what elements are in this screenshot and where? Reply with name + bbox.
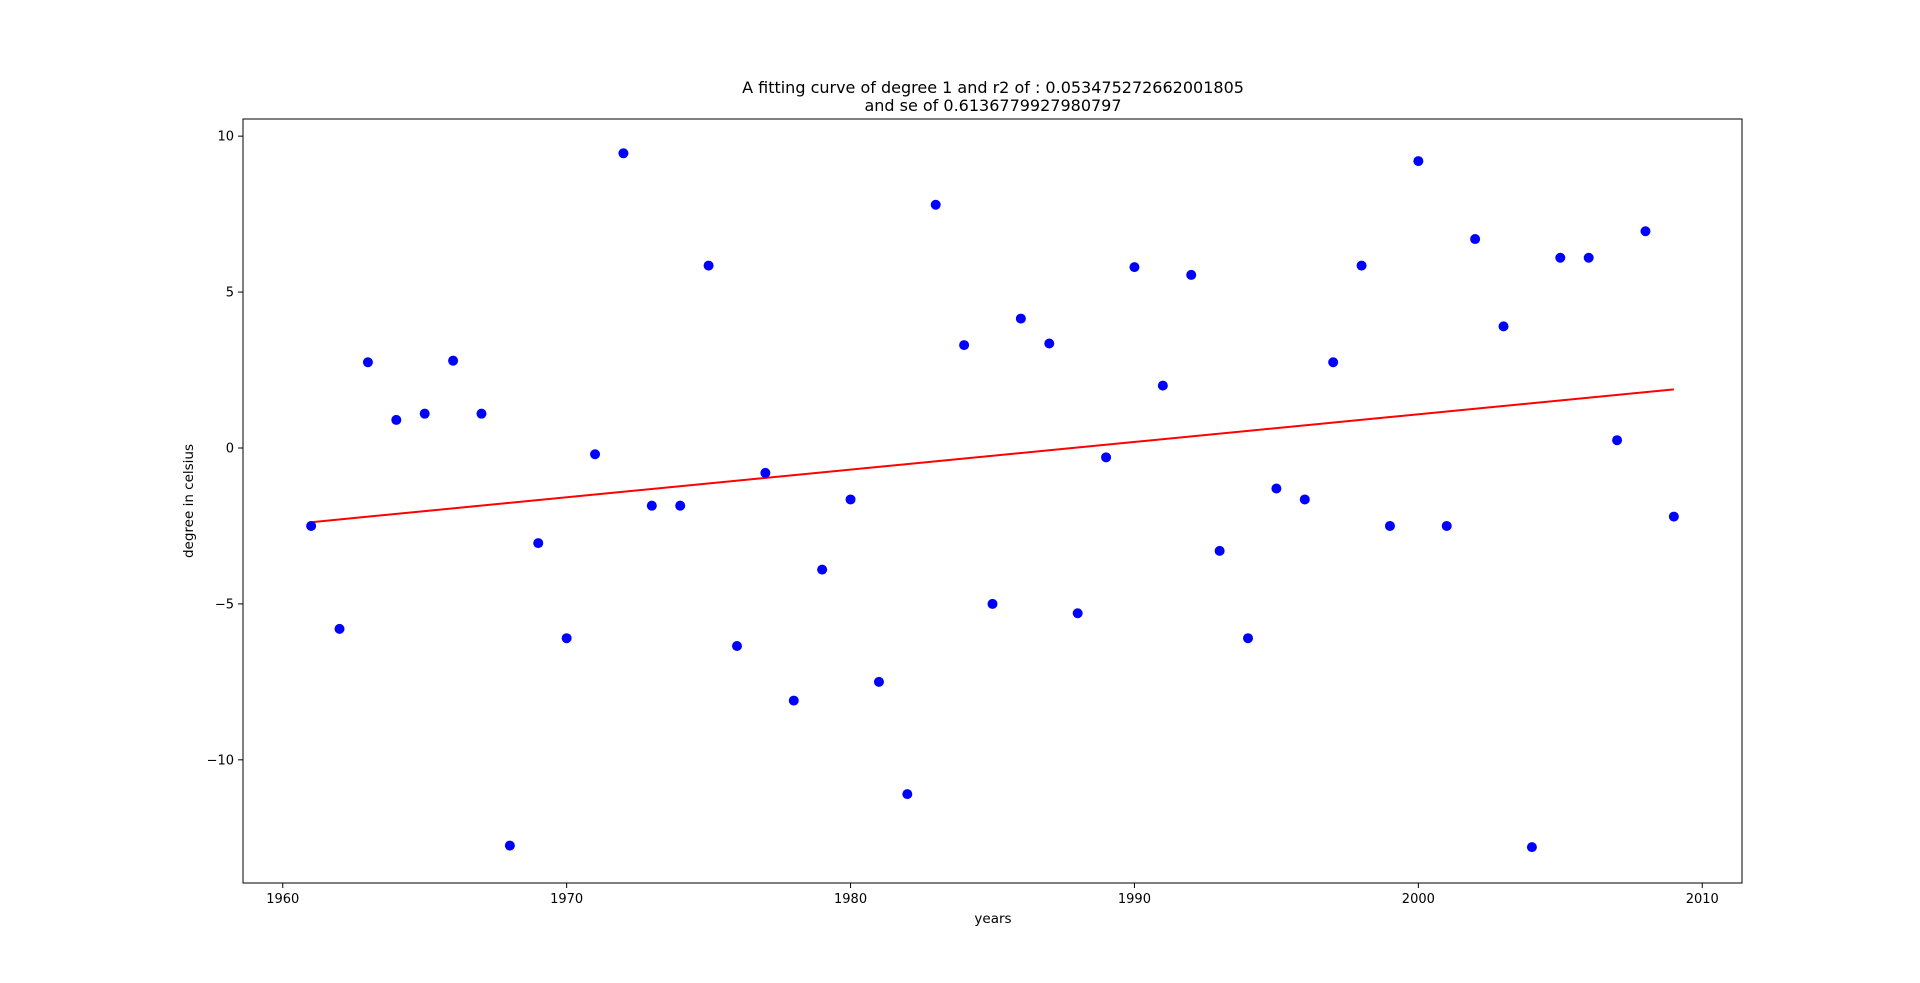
axis-ticks: 1960 1970 1980 1990 2000 2010 10 5 0 −5 −10 <box>207 130 1719 907</box>
data-point <box>1498 321 1509 332</box>
data-point <box>1413 156 1424 167</box>
data-point <box>959 340 970 351</box>
data-point <box>533 538 544 549</box>
data-point <box>334 623 345 634</box>
data-point <box>618 148 629 159</box>
fit-line <box>311 388 1674 524</box>
data-point <box>1072 608 1083 619</box>
data-point <box>930 199 941 210</box>
x-tick-label: 1970 <box>550 892 583 907</box>
data-point <box>902 789 913 800</box>
data-point <box>760 467 771 478</box>
data-point <box>1441 520 1452 531</box>
data-point <box>1129 262 1140 273</box>
data-point <box>1526 842 1537 853</box>
data-point <box>561 633 572 644</box>
data-point <box>1214 545 1225 556</box>
data-point <box>1243 633 1254 644</box>
chart-title: A fitting curve of degree 1 and r2 of : … <box>742 78 1244 97</box>
data-point <box>1555 252 1566 263</box>
data-point <box>419 408 430 419</box>
data-point <box>788 695 799 706</box>
x-tick-label: 1980 <box>834 892 867 907</box>
data-point <box>590 449 601 460</box>
data-point <box>1101 452 1112 463</box>
x-tick-label: 2000 <box>1402 892 1435 907</box>
data-point <box>1271 483 1282 494</box>
data-point <box>731 641 742 652</box>
x-tick-label: 2010 <box>1686 892 1719 907</box>
data-point <box>1583 252 1594 263</box>
data-point <box>362 357 373 368</box>
y-tick-label: −5 <box>215 597 234 612</box>
data-point <box>1044 338 1055 349</box>
data-point <box>1384 520 1395 531</box>
data-point <box>476 408 487 419</box>
y-tick-label: −10 <box>207 753 234 768</box>
y-tick-label: 10 <box>217 130 234 145</box>
data-point <box>504 840 515 851</box>
x-axis-label: years <box>974 911 1011 927</box>
y-tick-label: 5 <box>226 286 234 301</box>
data-point <box>646 500 657 511</box>
y-axis-label: degree in celsius <box>181 444 197 558</box>
data-point <box>1470 234 1481 245</box>
data-point <box>391 414 402 425</box>
data-point <box>845 494 856 505</box>
data-point <box>1328 357 1339 368</box>
data-point <box>987 598 998 609</box>
data-point <box>1612 435 1623 446</box>
chart-subtitle: and se of 0.6136779927980797 <box>864 96 1121 115</box>
data-point <box>1015 313 1026 324</box>
data-points-layer <box>306 148 1679 853</box>
data-point <box>448 355 459 366</box>
data-point <box>1668 511 1679 522</box>
data-point <box>306 520 317 531</box>
data-point <box>1186 269 1197 280</box>
fit-line-layer <box>311 388 1674 524</box>
data-point <box>1157 380 1168 391</box>
plot-frame <box>242 118 1743 884</box>
data-point <box>873 676 884 687</box>
x-tick-label: 1960 <box>266 892 299 907</box>
data-point <box>1356 260 1367 271</box>
data-point <box>1640 226 1651 237</box>
y-tick-label: 0 <box>226 441 234 456</box>
data-point <box>675 500 686 511</box>
data-point <box>1299 494 1310 505</box>
x-tick-label: 1990 <box>1118 892 1151 907</box>
data-point <box>817 564 828 575</box>
data-point <box>703 260 714 271</box>
